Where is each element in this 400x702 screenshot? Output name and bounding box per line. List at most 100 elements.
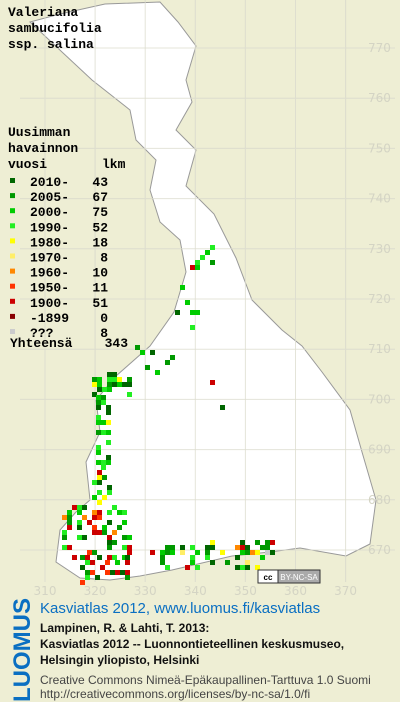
species-title: Valeriana — [8, 5, 78, 20]
legend-total-label: Yhteensä — [10, 336, 73, 351]
observation — [82, 505, 87, 510]
northing-label: 770 — [368, 41, 391, 55]
observation — [265, 540, 270, 545]
observation — [107, 382, 112, 387]
legend-swatch — [10, 193, 15, 199]
legend-count: 52 — [92, 220, 108, 235]
observation — [210, 380, 215, 385]
easting-label: 350 — [234, 584, 257, 598]
legend-count: 0 — [100, 311, 108, 326]
observation — [67, 545, 72, 550]
legend-total: 343 — [105, 336, 129, 351]
observation — [240, 565, 245, 570]
observation — [62, 535, 67, 540]
observation — [112, 372, 117, 377]
easting-label: 310 — [34, 584, 57, 598]
observation — [265, 550, 270, 555]
observation — [107, 485, 112, 490]
legend-swatch — [10, 283, 15, 289]
legend-count: 51 — [92, 296, 108, 311]
legend-label: 1960- — [30, 266, 69, 281]
observation — [235, 545, 240, 550]
legend-count: 8 — [100, 251, 108, 266]
observation — [210, 560, 215, 565]
legend-count: 43 — [92, 175, 108, 190]
northing-label: 690 — [368, 443, 391, 457]
legend-swatch — [10, 238, 15, 244]
observation — [140, 350, 145, 355]
license: Creative Commons Nimeä-Epäkaupallinen-Ta… — [40, 673, 371, 687]
observation — [97, 470, 102, 475]
observation — [165, 565, 170, 570]
observation — [107, 540, 112, 545]
observation — [97, 530, 102, 535]
observation — [107, 490, 112, 495]
observation — [101, 465, 106, 470]
legend-count: 11 — [92, 281, 108, 296]
observation — [100, 565, 105, 570]
observation — [135, 345, 140, 350]
observation — [235, 565, 240, 570]
observation — [190, 560, 195, 565]
observation — [92, 550, 97, 555]
observation — [106, 405, 111, 410]
legend-swatch — [10, 178, 15, 183]
observation — [175, 310, 180, 315]
legend-count: 18 — [92, 235, 108, 250]
observation — [72, 555, 77, 560]
observation — [72, 505, 77, 510]
observation — [180, 285, 185, 290]
observation — [106, 440, 111, 445]
legend-swatch — [10, 329, 15, 334]
footer-link[interactable]: Kasviatlas 2012, www.luomus.fi/kasviatla… — [40, 600, 320, 617]
observation — [210, 245, 215, 250]
observation — [112, 530, 117, 535]
easting-label: 370 — [334, 584, 357, 598]
observation — [245, 565, 250, 570]
observation — [80, 580, 85, 585]
observation — [122, 382, 127, 387]
observation — [112, 382, 117, 387]
observation — [85, 555, 90, 560]
observation — [245, 550, 250, 555]
observation — [127, 392, 132, 397]
observation — [85, 560, 90, 565]
observation — [112, 505, 117, 510]
observation — [270, 540, 275, 545]
northing-label: 680 — [368, 493, 391, 507]
observation — [210, 545, 215, 550]
observation — [97, 480, 102, 485]
observation — [92, 530, 97, 535]
observation — [77, 505, 82, 510]
legend-label: 1990- — [30, 220, 69, 235]
observation — [101, 430, 106, 435]
finland-outline — [29, 1, 377, 581]
observation — [190, 265, 195, 270]
observation — [260, 555, 265, 560]
legend-label: 1980- — [30, 235, 69, 250]
observation — [101, 420, 106, 425]
observation — [205, 250, 210, 255]
observation — [185, 565, 190, 570]
observation — [92, 525, 97, 530]
observation — [195, 310, 200, 315]
observation — [97, 490, 102, 495]
legend-count: 67 — [92, 190, 108, 205]
citation: Helsingin yliopisto, Helsinki — [40, 653, 199, 667]
observation — [240, 540, 245, 545]
legend-header: lkm — [102, 157, 126, 172]
observation — [245, 560, 250, 565]
observation — [96, 430, 101, 435]
observation — [112, 555, 117, 560]
observation — [97, 382, 102, 387]
observation — [77, 520, 82, 525]
legend-swatch — [10, 313, 15, 319]
observation — [112, 377, 117, 382]
logo: LUOMUS — [9, 598, 36, 702]
badge-license: BY-NC-SA — [280, 573, 318, 582]
observation — [105, 560, 110, 565]
observation — [195, 265, 200, 270]
observation — [255, 565, 260, 570]
observation — [87, 520, 92, 525]
